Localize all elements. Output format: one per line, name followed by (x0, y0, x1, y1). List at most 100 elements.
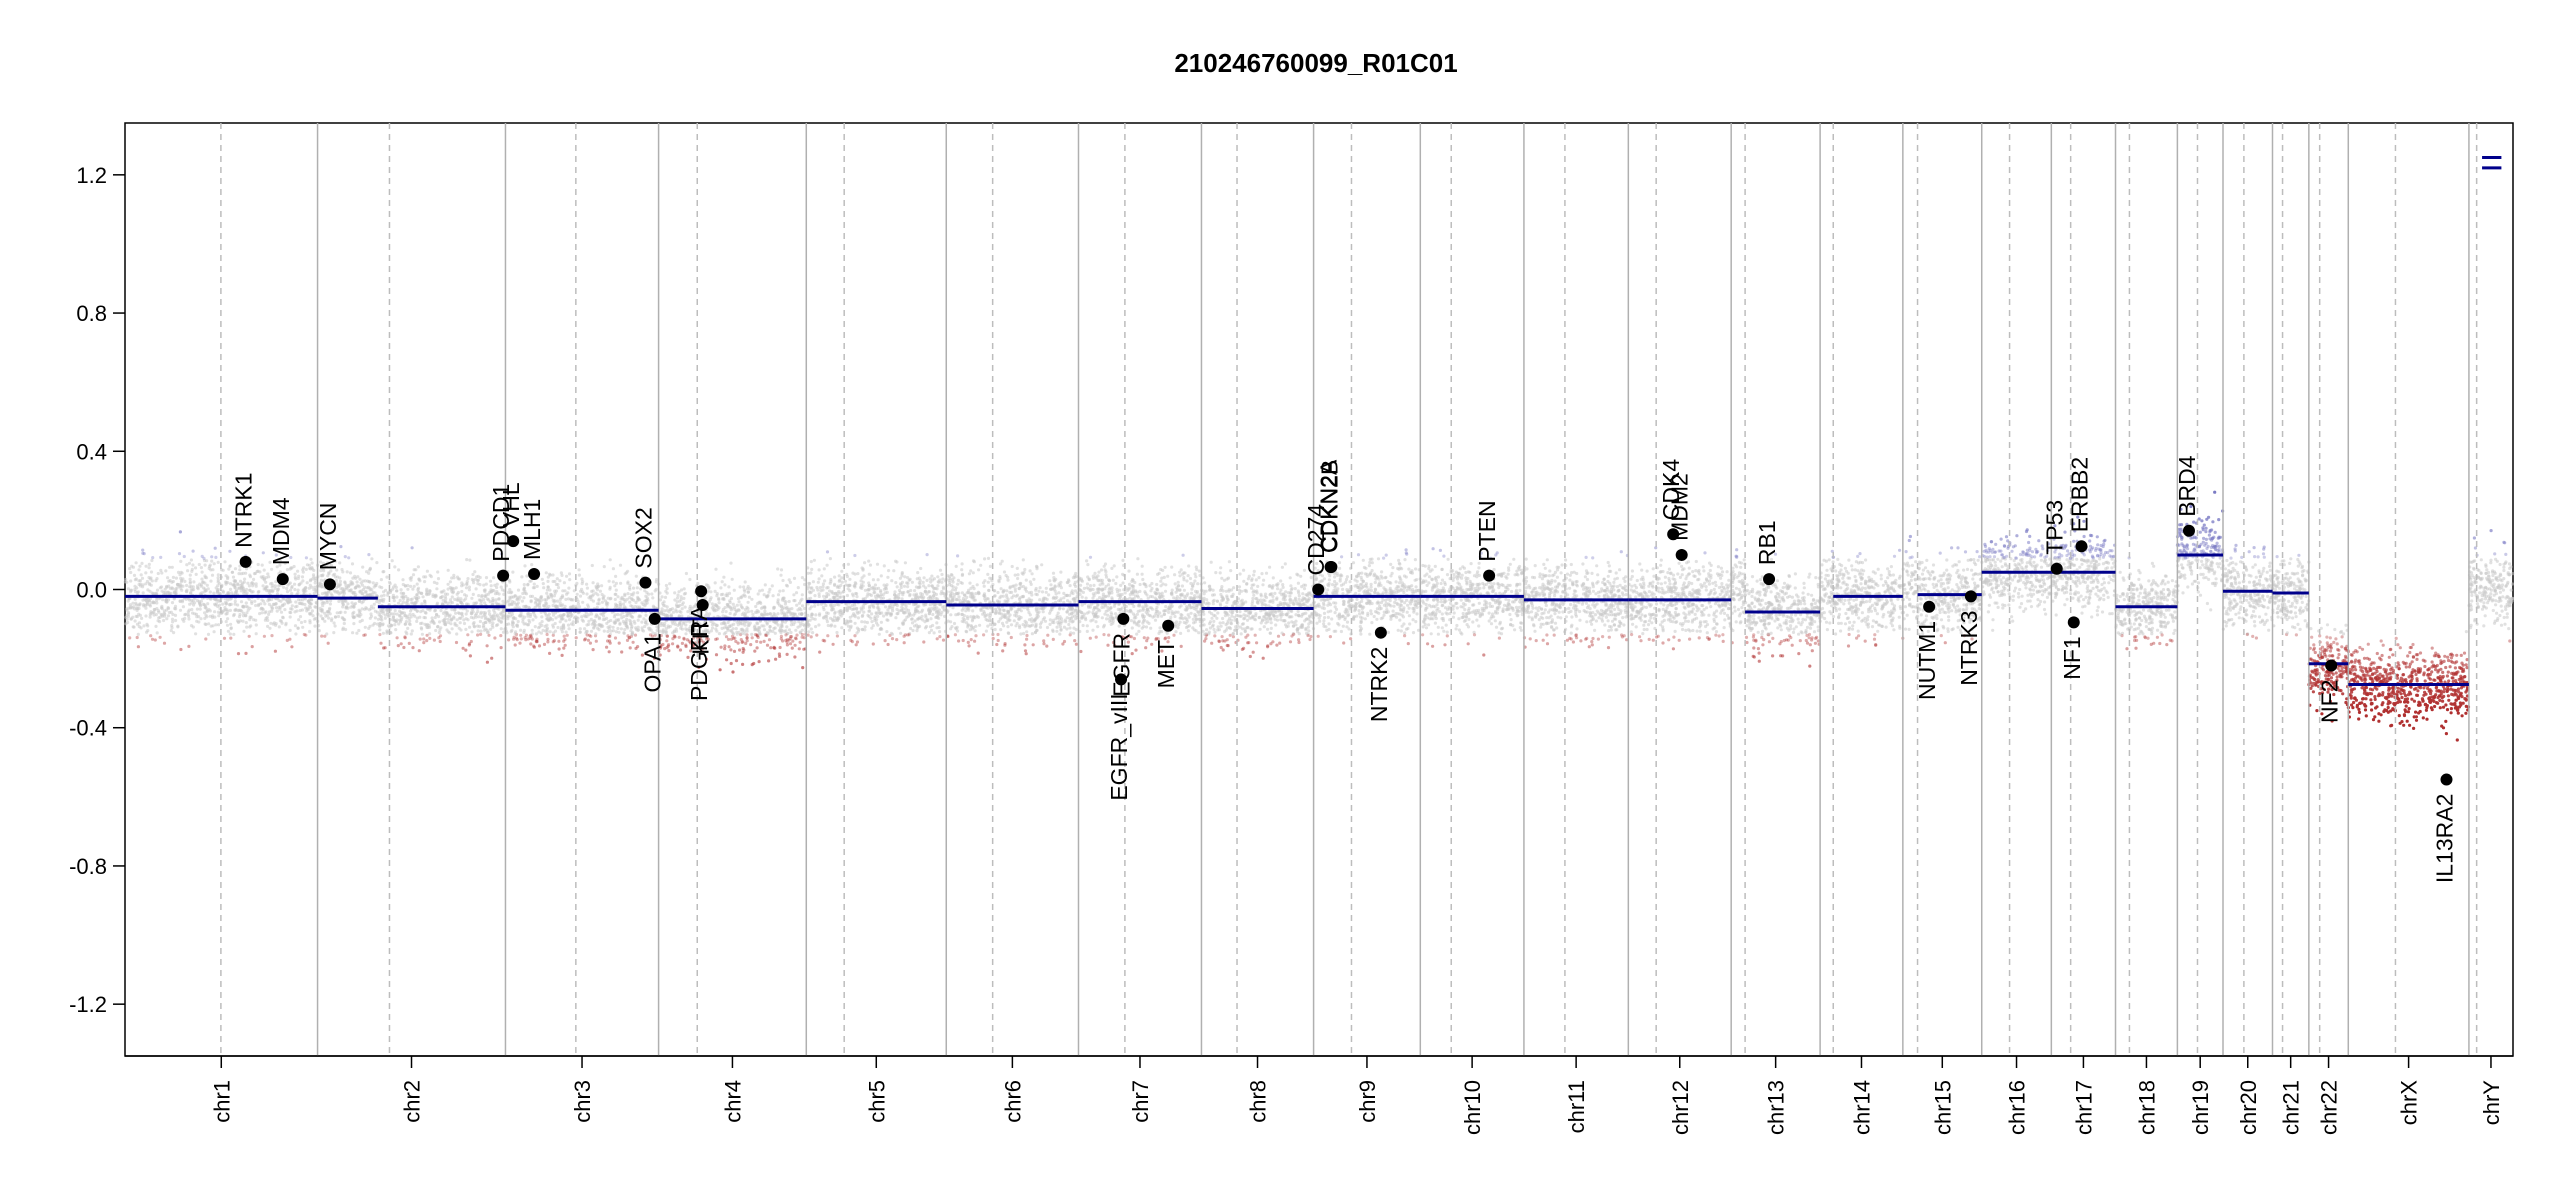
probe-point (789, 635, 794, 639)
probe-point (619, 581, 623, 585)
probe-point (144, 564, 148, 568)
probe-point (996, 600, 1000, 604)
probe-point (1002, 570, 1007, 574)
probe-point (816, 580, 820, 584)
probe-point (522, 586, 527, 590)
probe-point (499, 627, 503, 631)
probe-point (308, 567, 313, 571)
probe-point (928, 625, 933, 629)
probe-point (620, 650, 624, 654)
probe-point (497, 597, 501, 601)
probe-point (1003, 642, 1007, 646)
probe-point (212, 591, 216, 595)
probe-point (837, 579, 841, 583)
probe-point (828, 581, 832, 585)
probe-point (244, 571, 248, 575)
probe-point (1059, 586, 1063, 590)
probe-point (155, 588, 160, 592)
probe-point (499, 646, 503, 650)
probe-point (213, 546, 217, 550)
probe-point (1023, 649, 1028, 653)
probe-point (825, 563, 829, 567)
probe-point (566, 591, 570, 595)
probe-point (611, 567, 616, 571)
probe-point (554, 582, 559, 587)
probe-point (304, 556, 308, 560)
probe-point (382, 646, 386, 650)
probe-point (139, 573, 143, 577)
probe-point (373, 591, 377, 595)
probe-point (1025, 598, 1029, 603)
probe-point (724, 593, 728, 598)
probe-point (846, 619, 850, 624)
probe-point (1055, 625, 1059, 629)
probe-point (251, 590, 255, 594)
probe-point (885, 590, 889, 595)
probe-point (534, 600, 538, 604)
probe-point (321, 604, 325, 608)
probe-point (534, 639, 539, 643)
probe-point (209, 579, 213, 583)
probe-point (529, 633, 533, 637)
probe-point (449, 600, 453, 604)
probe-point (756, 635, 760, 640)
probe-point (361, 579, 365, 583)
probe-point (1015, 566, 1019, 571)
probe-point (602, 565, 606, 569)
probe-point (730, 606, 734, 610)
probe-point (333, 615, 338, 619)
probe-point (745, 636, 749, 640)
probe-point (1045, 644, 1049, 648)
probe-point (376, 617, 380, 621)
probe-point (873, 583, 878, 587)
probe-point (991, 636, 995, 641)
probe-point (890, 579, 894, 583)
probe-point (671, 642, 675, 646)
probe-point (611, 580, 615, 584)
probe-point (899, 585, 903, 590)
probe-point (613, 621, 617, 625)
probe-point (562, 646, 566, 650)
probe-point (633, 633, 638, 637)
probe-point (194, 632, 198, 636)
probe-point (548, 651, 552, 656)
probe-point (380, 586, 384, 590)
probe-point (470, 608, 474, 612)
probe-point (325, 632, 329, 636)
probe-point (556, 586, 561, 590)
probe-point (268, 626, 272, 630)
probe-point (190, 607, 194, 612)
probe-point (135, 635, 139, 640)
probe-point (800, 604, 805, 608)
probe-point (885, 618, 889, 622)
probe-point (371, 581, 375, 585)
probe-point (953, 588, 958, 592)
probe-point (893, 590, 897, 594)
probe-point (594, 639, 598, 643)
probe-point (1105, 617, 1109, 621)
probe-point (1054, 592, 1058, 596)
probe-point (270, 585, 274, 589)
probe-point (957, 612, 961, 616)
probe-point (367, 608, 371, 612)
probe-point (186, 610, 190, 614)
probe-point (302, 632, 306, 637)
probe-point (495, 585, 499, 590)
probe-point (245, 625, 249, 629)
probe-point (903, 575, 907, 579)
probe-point (660, 607, 664, 611)
probe-point (780, 598, 785, 602)
probe-point (791, 639, 795, 643)
probe-point (600, 612, 604, 616)
probe-point (507, 638, 511, 642)
probe-point (290, 645, 294, 649)
probe-point (956, 582, 960, 586)
probe-point (266, 624, 270, 629)
probe-point (543, 598, 547, 602)
probe-point (450, 608, 454, 612)
probe-point (466, 633, 470, 637)
probe-point (913, 589, 917, 593)
probe-point (1069, 631, 1073, 635)
probe-point (778, 645, 782, 650)
probe-point (471, 572, 475, 577)
